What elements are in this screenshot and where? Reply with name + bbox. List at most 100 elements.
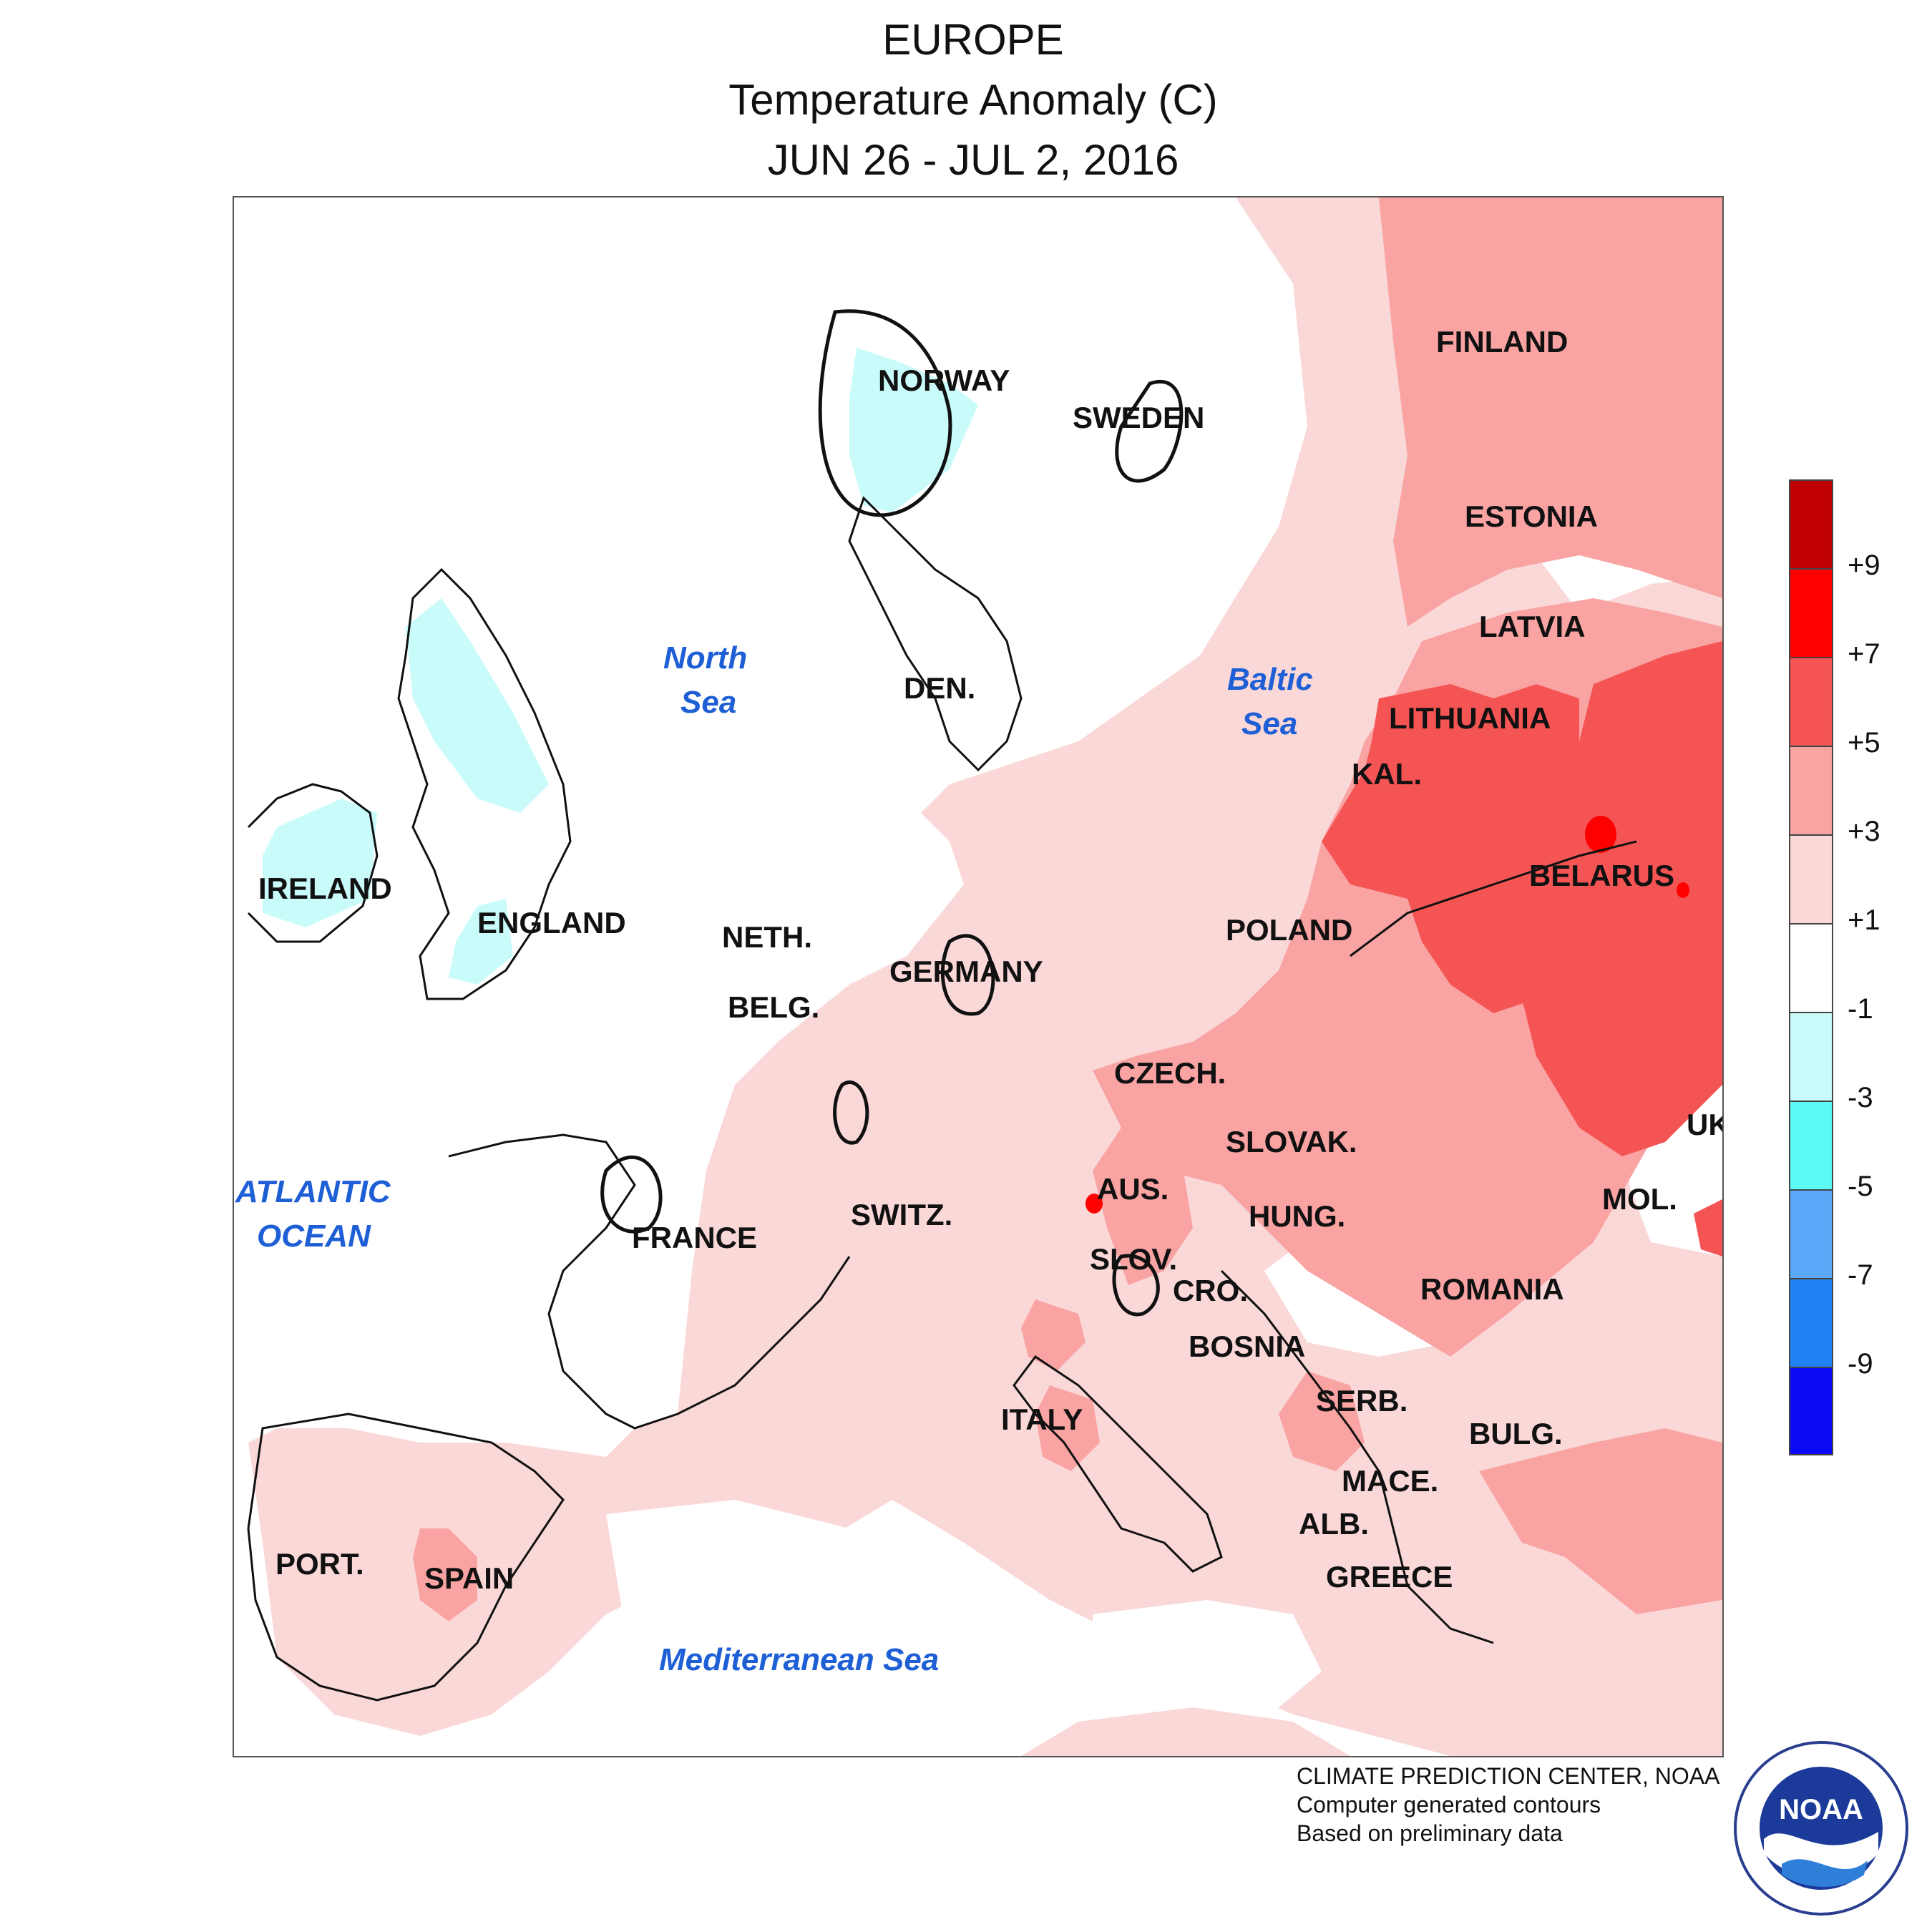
label-greece: GREECE [1326,1560,1453,1594]
hot-region-belarus-ukraine [1522,641,1722,1156]
label-england: ENGLAND [477,906,626,940]
anomaly-map-svg: FINLAND NORWAY SWEDEN ESTONIA LATVIA LIT… [234,197,1722,1756]
label-switzerland: SWITZ. [851,1198,952,1231]
label-romania: ROMANIA [1420,1272,1564,1306]
legend-swatches [1789,479,1836,1455]
anomaly-fill-cool [263,348,978,985]
title-period: JUN 26 - JUL 2, 2016 [767,136,1179,184]
warm-region-finland [1379,197,1722,627]
legend-tick-label: +3 [1848,816,1880,847]
legend-swatch [1789,1189,1833,1278]
label-denmark: DEN. [904,671,975,705]
warm-region-italy-central [1035,1385,1100,1471]
coastlines [247,496,1637,1702]
contour-france-1 [833,1080,869,1145]
legend-swatch [1789,1367,1833,1455]
contour-slovenia [1112,1254,1160,1317]
neutral-region-west [234,197,1035,1457]
warm-region-austria [1093,1128,1193,1285]
coast-baltic-south [1350,840,1637,957]
label-netherlands: NETH. [722,920,812,954]
map-title: EUROPE Temperature Anomaly (C) JUN 26 - … [229,10,1717,190]
noaa-logo: NOAA [1732,1739,1911,1918]
cool-region-ireland [263,799,377,927]
warm-region-spain [413,1528,477,1621]
legend-tick-label: +9 [1848,550,1880,581]
cool-region-england [449,899,513,985]
label-latvia: LATVIA [1479,610,1586,643]
legend-swatch [1789,1101,1833,1189]
legend-swatch [1789,834,1833,923]
legend-tick-label: +7 [1848,638,1880,670]
label-bulgaria: BULG. [1469,1417,1563,1450]
hot-region-poland-lithuania [1322,684,1594,1013]
coast-scandinavia-south [848,496,1023,772]
label-belgium: BELG. [728,990,819,1024]
warm-region-serbia [1279,1371,1365,1471]
coast-italy [1013,1355,1223,1573]
legend-tick-label: +5 [1848,727,1880,758]
anomaly-fill-extreme [1085,816,1689,1214]
coast-ireland [247,783,379,943]
label-serbia: SERB. [1316,1384,1407,1418]
legend-swatch [1789,746,1833,834]
label-finland: FINLAND [1436,325,1568,358]
title-region: EUROPE [882,16,1064,64]
legend-tick-label: -9 [1848,1348,1873,1380]
anomaly-fill-strong [1322,641,1722,1257]
credits-block: CLIMATE PREDICTION CENTER, NOAA Computer… [1297,1762,1719,1848]
label-poland: POLAND [1226,913,1352,947]
cool-region-norway [849,348,978,512]
legend-swatch [1789,568,1833,657]
coast-britain [397,567,572,1000]
neutral-region-sweden [935,426,1279,756]
legend-tick-label: -5 [1848,1171,1873,1202]
legend-swatch [1789,479,1833,568]
legend-tick-label: -7 [1848,1259,1873,1291]
label-croatia: CRO. [1173,1274,1248,1307]
label-hungary: HUNG. [1249,1199,1345,1233]
label-atlantic-2: OCEAN [257,1219,371,1254]
legend-swatch [1789,923,1833,1012]
label-spain: SPAIN [424,1561,514,1595]
contour-france-2 [600,1156,663,1234]
label-slovenia: SLOV. [1090,1242,1177,1276]
zero-contours [600,309,1184,1317]
label-kaliningrad: KAL. [1352,757,1422,791]
credit-line-1: CLIMATE PREDICTION CENTER, NOAA [1297,1763,1720,1789]
coast-iberia [247,1413,565,1702]
label-bosnia: BOSNIA [1189,1330,1305,1363]
label-slovakia: SLOVAK. [1226,1125,1357,1158]
warm-region-turkey [1479,1428,1722,1614]
noaa-logo-svg: NOAA [1734,1741,1908,1916]
label-germany: GERMANY [889,955,1043,988]
label-moldova: MOL. [1602,1182,1677,1216]
contour-germany [940,934,995,1016]
label-macedonia: MACE. [1342,1464,1438,1498]
label-ukraine: UK [1687,1108,1722,1141]
title-variable: Temperature Anomaly (C) [728,76,1218,124]
label-ireland: IRELAND [258,872,392,905]
extreme-spot-belarus [1585,816,1616,853]
label-belarus: BELARUS [1529,859,1674,892]
sea-labels: North Sea Baltic Sea ATLANTIC OCEAN Medi… [235,640,1313,1677]
legend-swatch [1789,1012,1833,1101]
label-czech: CZECH. [1114,1056,1226,1090]
country-labels: FINLAND NORWAY SWEDEN ESTONIA LATVIA LIT… [258,325,1722,1595]
anomaly-map: FINLAND NORWAY SWEDEN ESTONIA LATVIA LIT… [233,196,1724,1757]
label-sweden: SWEDEN [1073,401,1204,434]
credit-line-3: Based on preliminary data [1297,1820,1563,1846]
color-legend: +9 +7 +5 +3 +1 -1 -3 -5 -7 -9 [1789,479,1880,1455]
label-france: FRANCE [632,1221,757,1254]
anomaly-fill-light [248,197,1722,1756]
warm-region-africa [1021,1707,1350,1756]
label-mediterranean: Mediterranean Sea [659,1642,939,1677]
contour-sweden [1115,380,1184,483]
legend-swatch [1789,657,1833,746]
coast-adriatic-balkan [1220,1269,1494,1644]
contour-norway [818,309,952,517]
hot-region-moldova-edge [1694,1199,1722,1257]
label-baltic-sea-1: Baltic [1227,662,1313,697]
label-estonia: ESTONIA [1465,499,1598,533]
label-albania: ALB. [1299,1507,1369,1541]
